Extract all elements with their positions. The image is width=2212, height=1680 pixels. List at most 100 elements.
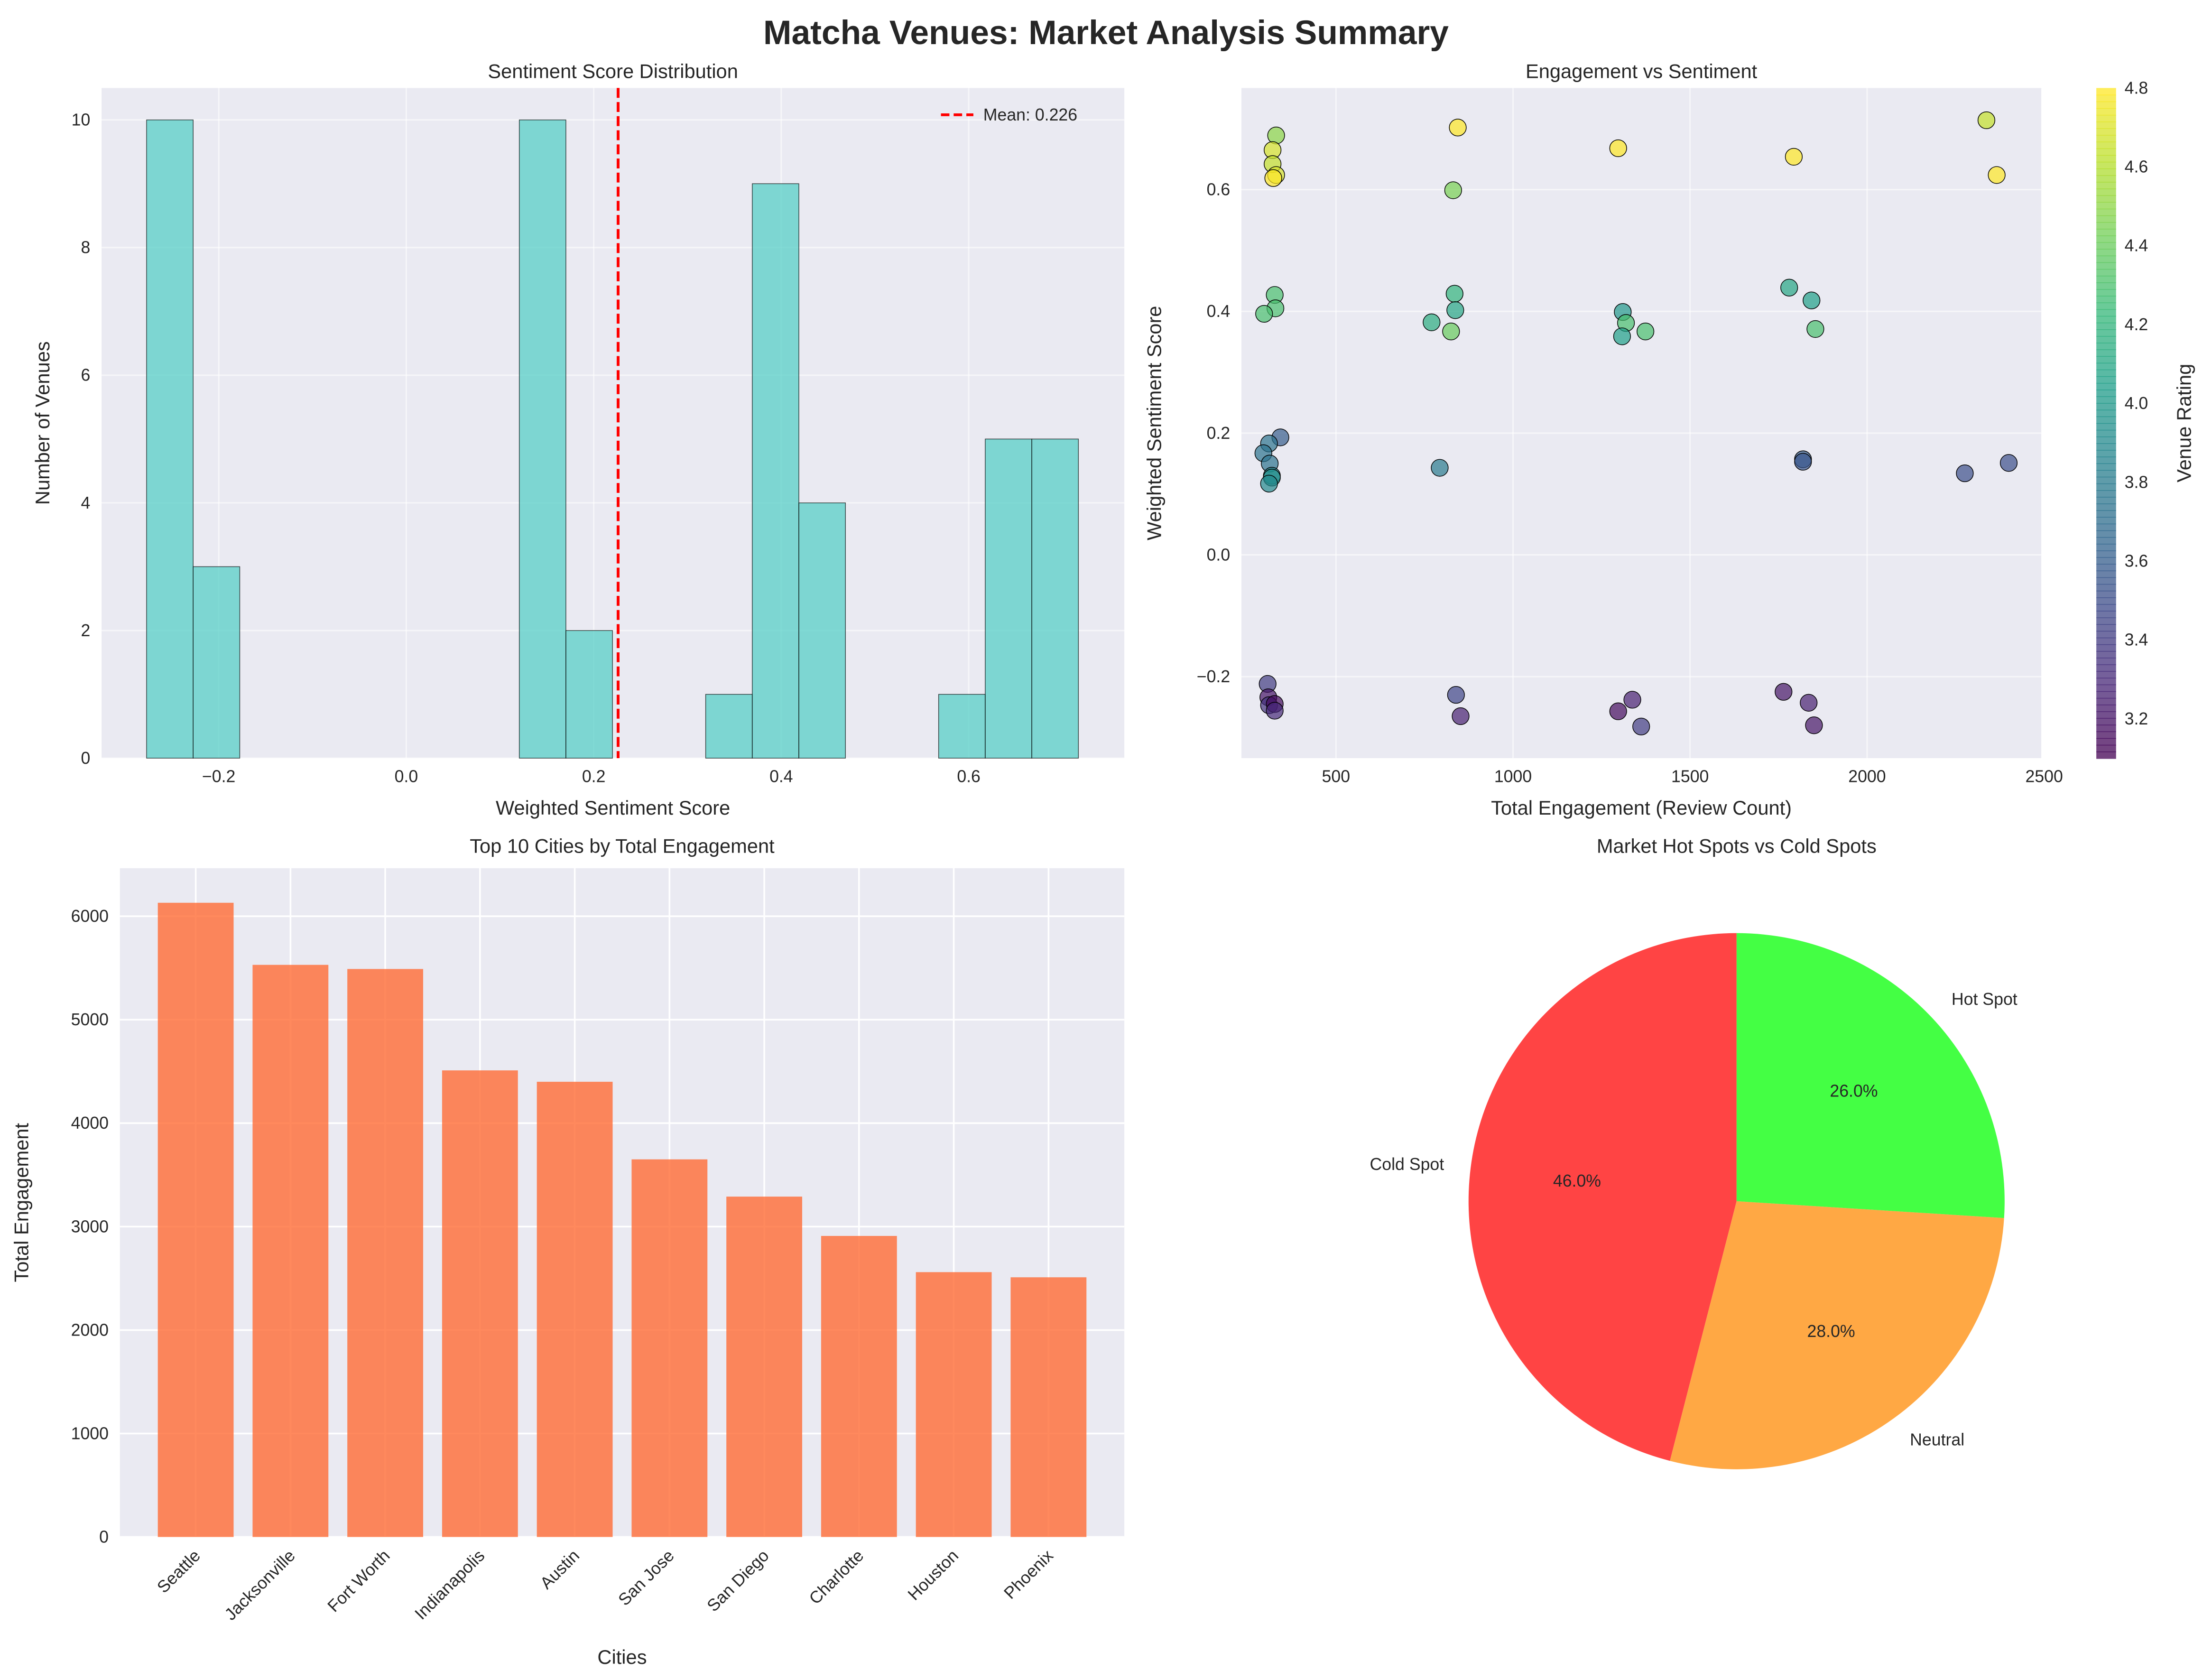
scatter-point xyxy=(1447,686,1465,704)
colorbar-segment xyxy=(2096,584,2116,592)
colorbar-segment xyxy=(2096,697,2116,705)
bar-charlotte xyxy=(821,1235,897,1537)
histogram-bar xyxy=(752,183,799,759)
colorbar-segment xyxy=(2096,403,2116,410)
y-tick-label: 0.4 xyxy=(1207,302,1231,321)
colorbar-segment xyxy=(2096,577,2116,585)
histogram-panel: −0.2 0.0 0.2 0.4 0.6 0 2 4 6 8 10 Mean: 0.226 Sentim… xyxy=(31,60,1125,819)
pie-title: Market Hot Spots vs Cold Spots xyxy=(1597,835,1877,857)
scatter-point xyxy=(1609,139,1627,158)
scatter-point xyxy=(1800,694,1818,712)
bar-panel: 0 1000 2000 3000 4000 5000 6000 Seattle Jacksonv… xyxy=(10,835,1125,1668)
bar-phoenix xyxy=(1010,1277,1087,1537)
colorbar-segment xyxy=(2096,564,2116,571)
scatter-point xyxy=(1999,454,2018,472)
scatter-point xyxy=(1445,285,1463,303)
colorbar-segment xyxy=(2096,161,2116,169)
pie-percent: 46.0% xyxy=(1553,1171,1601,1190)
colorbar-segment xyxy=(2096,617,2116,625)
scatter-point xyxy=(1785,148,1803,166)
scatter-point xyxy=(1423,313,1441,331)
y-tick-label: 0.0 xyxy=(1207,545,1231,564)
colorbar-tick-label: 3.6 xyxy=(2125,551,2148,570)
colorbar-segment xyxy=(2096,135,2116,142)
colorbar-segment xyxy=(2096,302,2116,310)
histogram-bar xyxy=(1031,438,1079,759)
y-tick-label: 4 xyxy=(81,493,90,512)
colorbar-segment xyxy=(2096,155,2116,163)
scatter-point xyxy=(1444,181,1462,199)
bar-title: Top 10 Cities by Total Engagement xyxy=(470,835,775,857)
colorbar-segment xyxy=(2096,175,2116,183)
colorbar-label: Venue Rating xyxy=(2173,364,2195,483)
y-tick-label: 1000 xyxy=(71,1424,109,1443)
colorbar-segment xyxy=(2096,376,2116,384)
colorbar-segment xyxy=(2096,128,2116,136)
colorbar-segment xyxy=(2096,235,2116,243)
scatter-point xyxy=(1794,453,1812,471)
colorbar-segment xyxy=(2096,349,2116,357)
colorbar-segment xyxy=(2096,604,2116,612)
colorbar-segment xyxy=(2096,537,2116,545)
bar-seattle xyxy=(157,902,234,1537)
colorbar-segment xyxy=(2096,678,2116,686)
scatter-point xyxy=(1446,301,1464,319)
scatter-point xyxy=(1613,327,1631,345)
colorbar-tick-label: 4.4 xyxy=(2125,236,2148,255)
histogram-bar xyxy=(705,694,753,759)
colorbar-segment xyxy=(2096,141,2116,149)
bar-san-jose xyxy=(631,1159,708,1537)
legend-mean-label: Mean: 0.226 xyxy=(983,105,1077,124)
x-tick-label: Indianapolis xyxy=(411,1546,488,1624)
colorbar-segment xyxy=(2096,390,2116,397)
x-tick-label: 2500 xyxy=(2025,767,2063,786)
colorbar-segment xyxy=(2096,470,2116,478)
colorbar-segment xyxy=(2096,705,2116,712)
scatter-point xyxy=(1775,683,1793,701)
pie-label: Neutral xyxy=(1910,1430,1964,1449)
colorbar-segment xyxy=(2096,343,2116,350)
colorbar-segment xyxy=(2096,229,2116,236)
pie-slice-cold-spot xyxy=(1468,933,1737,1461)
colorbar-segment xyxy=(2096,336,2116,343)
colorbar-segment xyxy=(2096,188,2116,196)
x-tick-label: −0.2 xyxy=(202,767,235,786)
bar-indianapolis xyxy=(442,1070,518,1537)
x-tick-label: 0.0 xyxy=(395,767,418,786)
scatter-point xyxy=(1632,717,1650,735)
colorbar-segment xyxy=(2096,490,2116,498)
scatter-point xyxy=(1255,305,1273,323)
colorbar-segment xyxy=(2096,624,2116,632)
colorbar-segment xyxy=(2096,423,2116,431)
colorbar-segment xyxy=(2096,510,2116,518)
colorbar-segment xyxy=(2096,644,2116,652)
axes-background xyxy=(1241,88,2042,759)
colorbar-segment xyxy=(2096,289,2116,297)
y-axis-label: Total Engagement xyxy=(10,1123,32,1282)
x-axis-label: Weighted Sentiment Score xyxy=(496,797,730,819)
scatter-point xyxy=(1988,166,2006,184)
colorbar-segment xyxy=(2096,523,2116,531)
colorbar-segment xyxy=(2096,744,2116,752)
colorbar-segment xyxy=(2096,503,2116,511)
colorbar-tick-label: 3.4 xyxy=(2125,631,2148,650)
scatter-point xyxy=(1780,278,1798,297)
colorbar-segment xyxy=(2096,356,2116,364)
scatter-point xyxy=(1442,323,1460,341)
x-tick-label: Houston xyxy=(904,1546,962,1604)
pie-label: Cold Spot xyxy=(1370,1155,1444,1174)
colorbar-segment xyxy=(2096,114,2116,122)
x-tick-label: 2000 xyxy=(1848,767,1886,786)
scatter-point xyxy=(1806,320,1824,338)
y-tick-label: −0.2 xyxy=(1197,667,1230,686)
colorbar-segment xyxy=(2096,208,2116,216)
y-tick-label: 0 xyxy=(99,1527,109,1546)
pie-panel: Cold Spot 46.0% Neutral 28.0% Hot Spot 26.0% M… xyxy=(1370,835,2018,1469)
colorbar-segment xyxy=(2096,724,2116,733)
colorbar-segment xyxy=(2096,684,2116,692)
scatter-point xyxy=(1977,111,1996,130)
colorbar-segment xyxy=(2096,664,2116,672)
colorbar-segment xyxy=(2096,637,2116,645)
colorbar-segment xyxy=(2096,450,2116,457)
